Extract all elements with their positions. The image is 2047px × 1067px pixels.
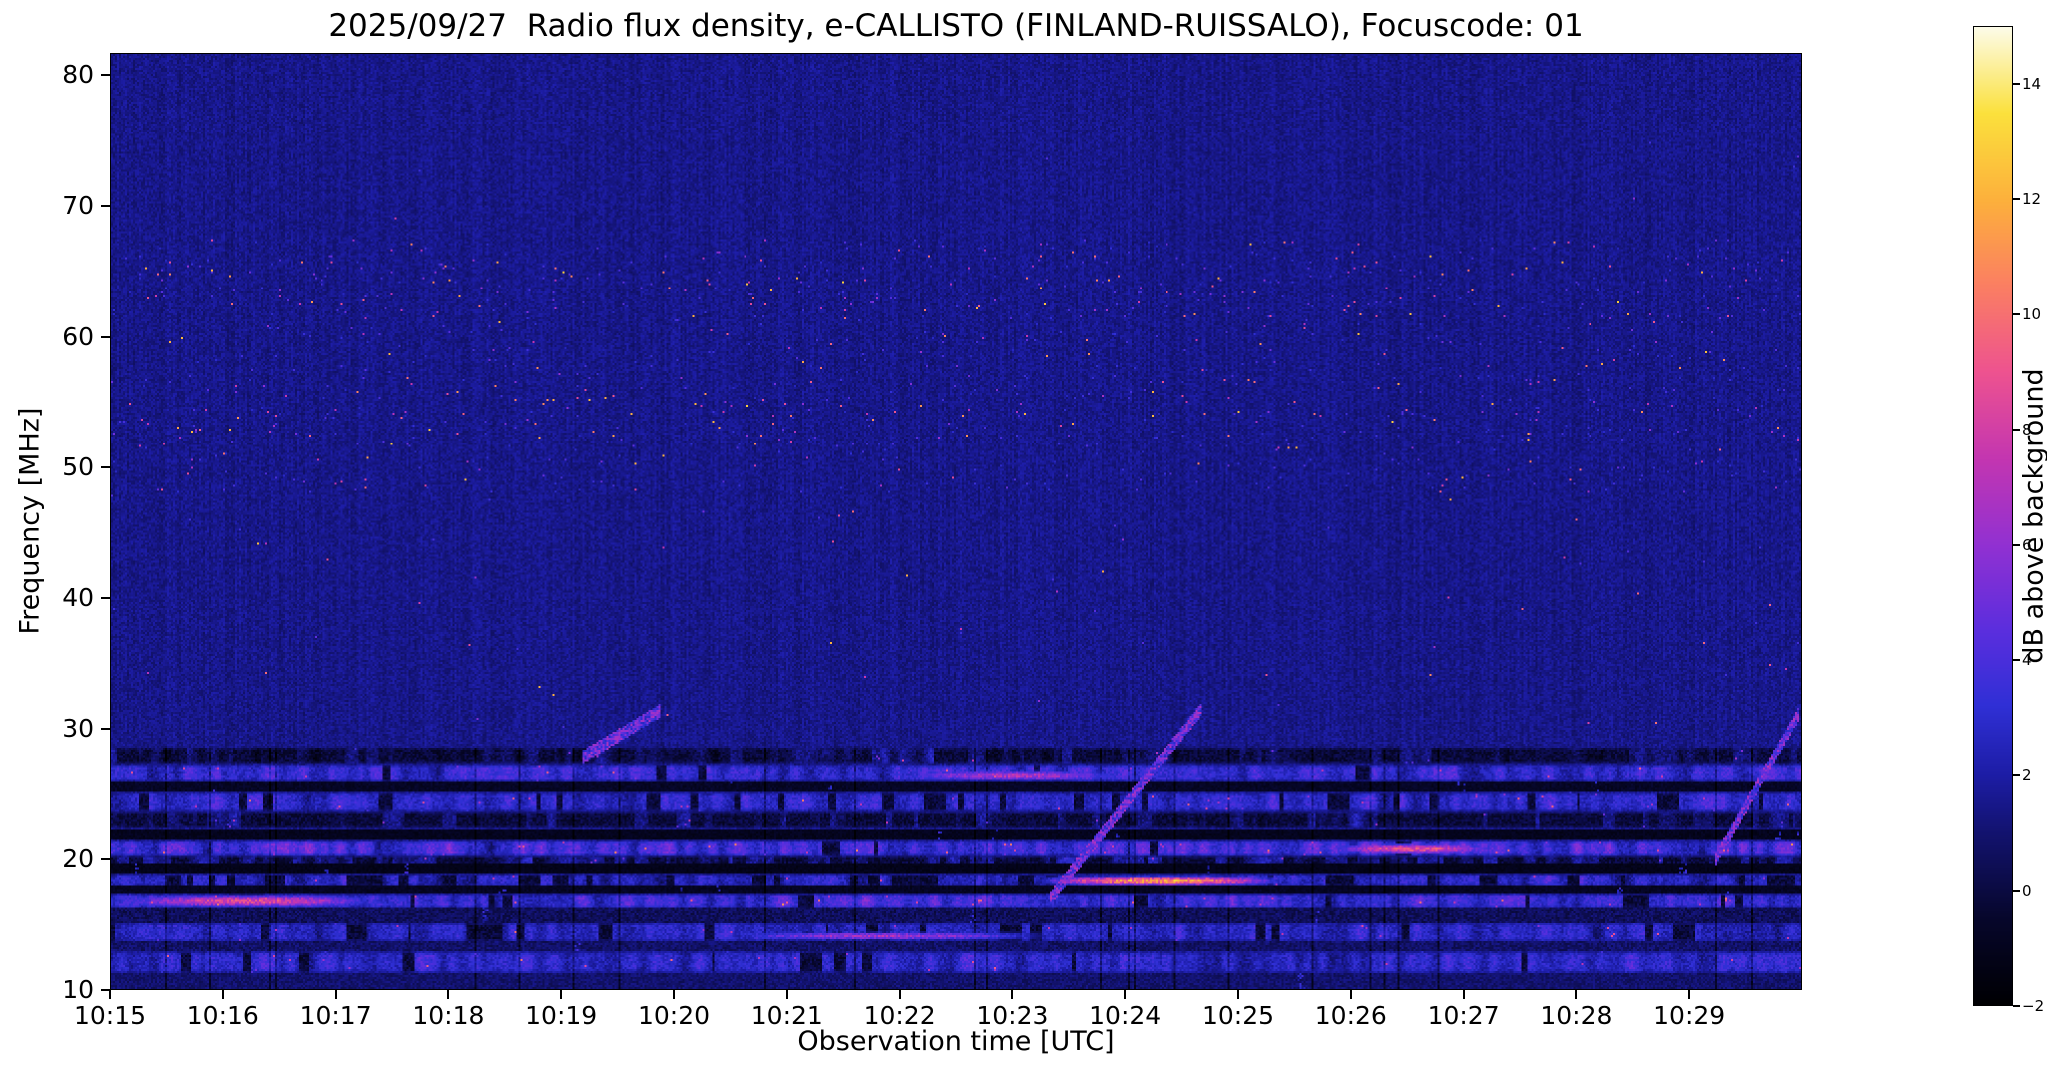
x-tick-label: 10:17 (299, 1001, 372, 1030)
y-tick-mark (101, 596, 110, 599)
y-tick-label: 50 (62, 452, 94, 482)
x-tick-label: 10:23 (976, 1001, 1049, 1030)
y-tick-mark (101, 727, 110, 730)
x-tick-mark (1349, 990, 1352, 999)
colorbar-tick-mark (2013, 889, 2020, 892)
x-tick-mark (334, 990, 337, 999)
x-tick-label: 10:20 (637, 1001, 711, 1030)
colorbar-tick-label: 6 (2022, 535, 2032, 554)
x-tick-label: 10:26 (1314, 1001, 1387, 1030)
x-axis-label: Observation time [UTC] (797, 1026, 1115, 1057)
x-tick-label: 10:21 (750, 1001, 823, 1030)
y-tick-mark (101, 466, 110, 469)
x-tick-mark (1237, 990, 1239, 999)
x-tick-label: 10:28 (1540, 1001, 1613, 1030)
x-tick-mark (109, 990, 111, 999)
colorbar-tick-mark (2013, 82, 2020, 85)
y-tick-label: 70 (62, 190, 94, 220)
x-tick-label: 10:27 (1427, 1001, 1500, 1030)
y-tick-label: 30 (62, 713, 94, 743)
colorbar-tick-mark (2013, 1005, 2020, 1007)
x-tick-mark (560, 990, 563, 999)
x-tick-label: 10:24 (1089, 1001, 1162, 1030)
colorbar-tick-label: 8 (2022, 420, 2032, 439)
x-tick-label: 10:16 (186, 1001, 259, 1030)
x-tick-label: 10:29 (1653, 1001, 1726, 1030)
y-tick-mark (101, 204, 110, 207)
y-tick-label: 60 (62, 321, 94, 351)
y-tick-mark (101, 989, 110, 991)
colorbar-tick-label: 4 (2022, 651, 2032, 670)
x-tick-label: 10:15 (73, 1001, 147, 1030)
colorbar-tick-mark (2013, 428, 2020, 431)
colorbar (1973, 26, 2013, 1006)
x-tick-mark (673, 990, 675, 999)
colorbar-tick-label: 0 (2022, 881, 2032, 900)
x-tick-mark (221, 990, 224, 999)
x-tick-mark (898, 990, 901, 999)
colorbar-canvas (1974, 27, 2012, 1005)
colorbar-tick-label: 14 (2022, 74, 2042, 93)
x-tick-mark (785, 990, 788, 999)
x-tick-mark (447, 990, 450, 999)
y-tick-mark (101, 335, 110, 338)
colorbar-tick-label: 10 (2022, 305, 2042, 324)
colorbar-tick-mark (2013, 774, 2020, 777)
x-tick-mark (1011, 990, 1014, 999)
colorbar-tick-mark (2013, 659, 2020, 662)
colorbar-tick-label: −2 (2022, 997, 2045, 1015)
colorbar-tick-mark (2013, 197, 2020, 200)
spectrogram-canvas (111, 54, 1801, 989)
x-tick-mark (1124, 990, 1127, 999)
spectrogram-plot (110, 53, 1802, 990)
y-tick-label: 40 (62, 582, 94, 612)
x-tick-label: 10:22 (863, 1001, 936, 1030)
chart-title: 2025/09/27 Radio flux density, e-CALLIST… (328, 8, 1584, 44)
y-tick-label: 80 (62, 60, 94, 90)
y-tick-label: 20 (62, 844, 94, 874)
colorbar-tick-mark (2013, 543, 2020, 546)
colorbar-tick-label: 2 (2022, 766, 2032, 785)
y-tick-mark (101, 858, 110, 861)
x-tick-mark (1462, 990, 1465, 999)
x-tick-label: 10:19 (525, 1001, 598, 1030)
colorbar-tick-mark (2013, 313, 2020, 316)
x-tick-mark (1688, 990, 1691, 999)
y-tick-label: 10 (62, 975, 94, 1004)
x-tick-mark (1575, 990, 1578, 999)
x-tick-label: 10:25 (1201, 1001, 1275, 1030)
colorbar-tick-label: 12 (2022, 189, 2042, 208)
y-tick-mark (101, 74, 110, 77)
colorbar-label: dB above background (2018, 368, 2047, 664)
x-tick-label: 10:18 (412, 1001, 485, 1030)
